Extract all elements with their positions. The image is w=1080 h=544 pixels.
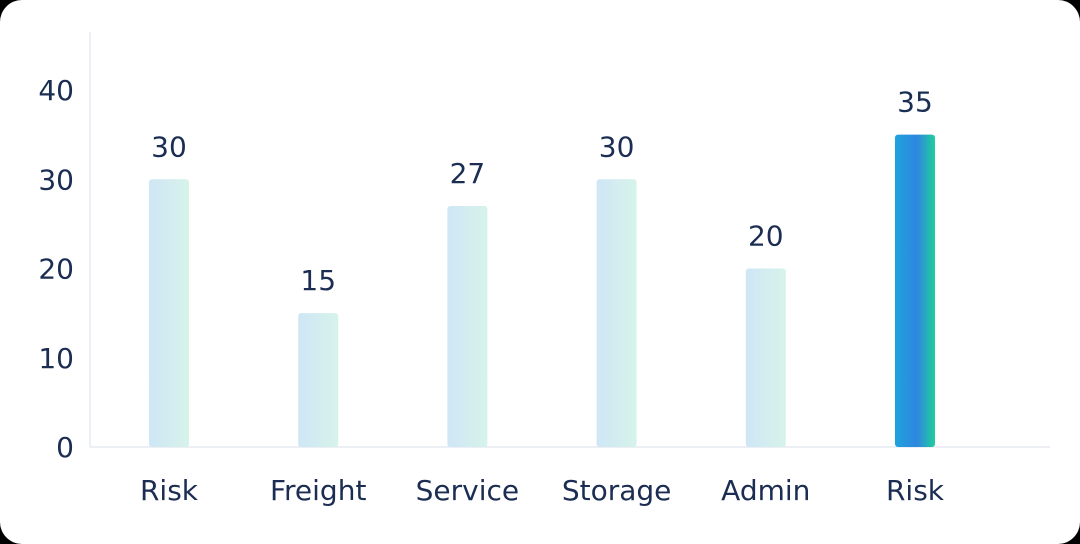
y-tick-label: 30 <box>38 163 74 196</box>
bar <box>745 268 786 447</box>
x-category-label: Service <box>416 474 519 507</box>
category-labels: Risk Freight Service Storage Admin Risk <box>140 474 945 507</box>
bar-value-label: 30 <box>599 130 635 163</box>
x-category-label: Freight <box>270 474 366 507</box>
y-tick-label: 10 <box>38 342 74 375</box>
bar <box>447 206 488 447</box>
x-category-label: Storage <box>562 474 672 507</box>
y-axis-ticks: 0 10 20 30 40 <box>38 74 74 464</box>
bar <box>596 179 637 447</box>
x-category-label: Admin <box>721 474 810 507</box>
x-category-label: Risk <box>140 474 199 507</box>
bar-highlighted <box>895 134 935 447</box>
value-labels: 30 15 27 30 20 35 <box>151 86 933 298</box>
bar <box>149 179 189 447</box>
bar-value-label: 30 <box>151 130 187 163</box>
x-category-label: Risk <box>886 474 945 507</box>
bar-value-label: 35 <box>897 86 933 119</box>
bar <box>298 313 339 447</box>
bar-value-label: 20 <box>748 220 784 253</box>
bars <box>149 134 935 447</box>
y-tick-label: 0 <box>56 431 74 464</box>
bar-value-label: 27 <box>450 157 486 190</box>
y-tick-label: 20 <box>38 253 74 286</box>
bar-value-label: 15 <box>300 264 336 297</box>
y-tick-label: 40 <box>38 74 74 107</box>
